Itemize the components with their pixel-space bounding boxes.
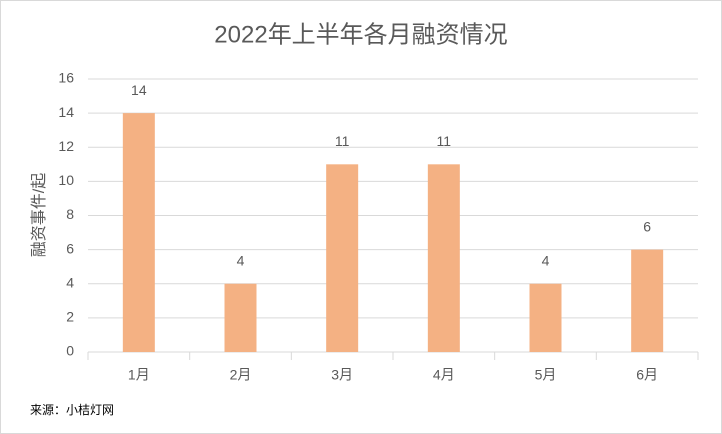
bar xyxy=(631,249,664,352)
x-tick-label: 5月 xyxy=(535,367,557,383)
source-note: 来源：小桔灯网 xyxy=(30,403,114,417)
y-tick-label: 6 xyxy=(66,240,74,256)
y-tick-label: 12 xyxy=(58,138,74,154)
bar xyxy=(326,164,359,352)
x-tick-label: 6月 xyxy=(636,367,658,383)
x-tick-label: 1月 xyxy=(128,367,150,383)
x-tick-label: 2月 xyxy=(230,367,252,383)
bar xyxy=(529,283,562,352)
y-tick-label: 0 xyxy=(66,343,74,359)
y-tick-label: 14 xyxy=(58,104,74,120)
y-tick-label: 2 xyxy=(66,309,74,325)
bar xyxy=(122,113,155,352)
bar xyxy=(224,283,257,352)
bar xyxy=(427,164,460,352)
y-tick-label: 16 xyxy=(58,70,74,86)
data-label: 6 xyxy=(643,218,651,234)
data-label: 4 xyxy=(237,252,245,268)
x-tick-label: 3月 xyxy=(331,367,353,383)
chart-title: 2022年上半年各月融资情况 xyxy=(214,21,507,48)
data-label: 4 xyxy=(542,252,550,268)
data-label: 11 xyxy=(437,133,452,149)
y-tick-label: 8 xyxy=(66,206,74,222)
y-tick-label: 10 xyxy=(58,172,74,188)
y-tick-label: 4 xyxy=(66,274,74,290)
x-tick-label: 4月 xyxy=(433,367,455,383)
data-label: 11 xyxy=(335,133,350,149)
y-axis-label: 融资事件/起 xyxy=(30,173,48,257)
data-label: 14 xyxy=(131,82,147,98)
